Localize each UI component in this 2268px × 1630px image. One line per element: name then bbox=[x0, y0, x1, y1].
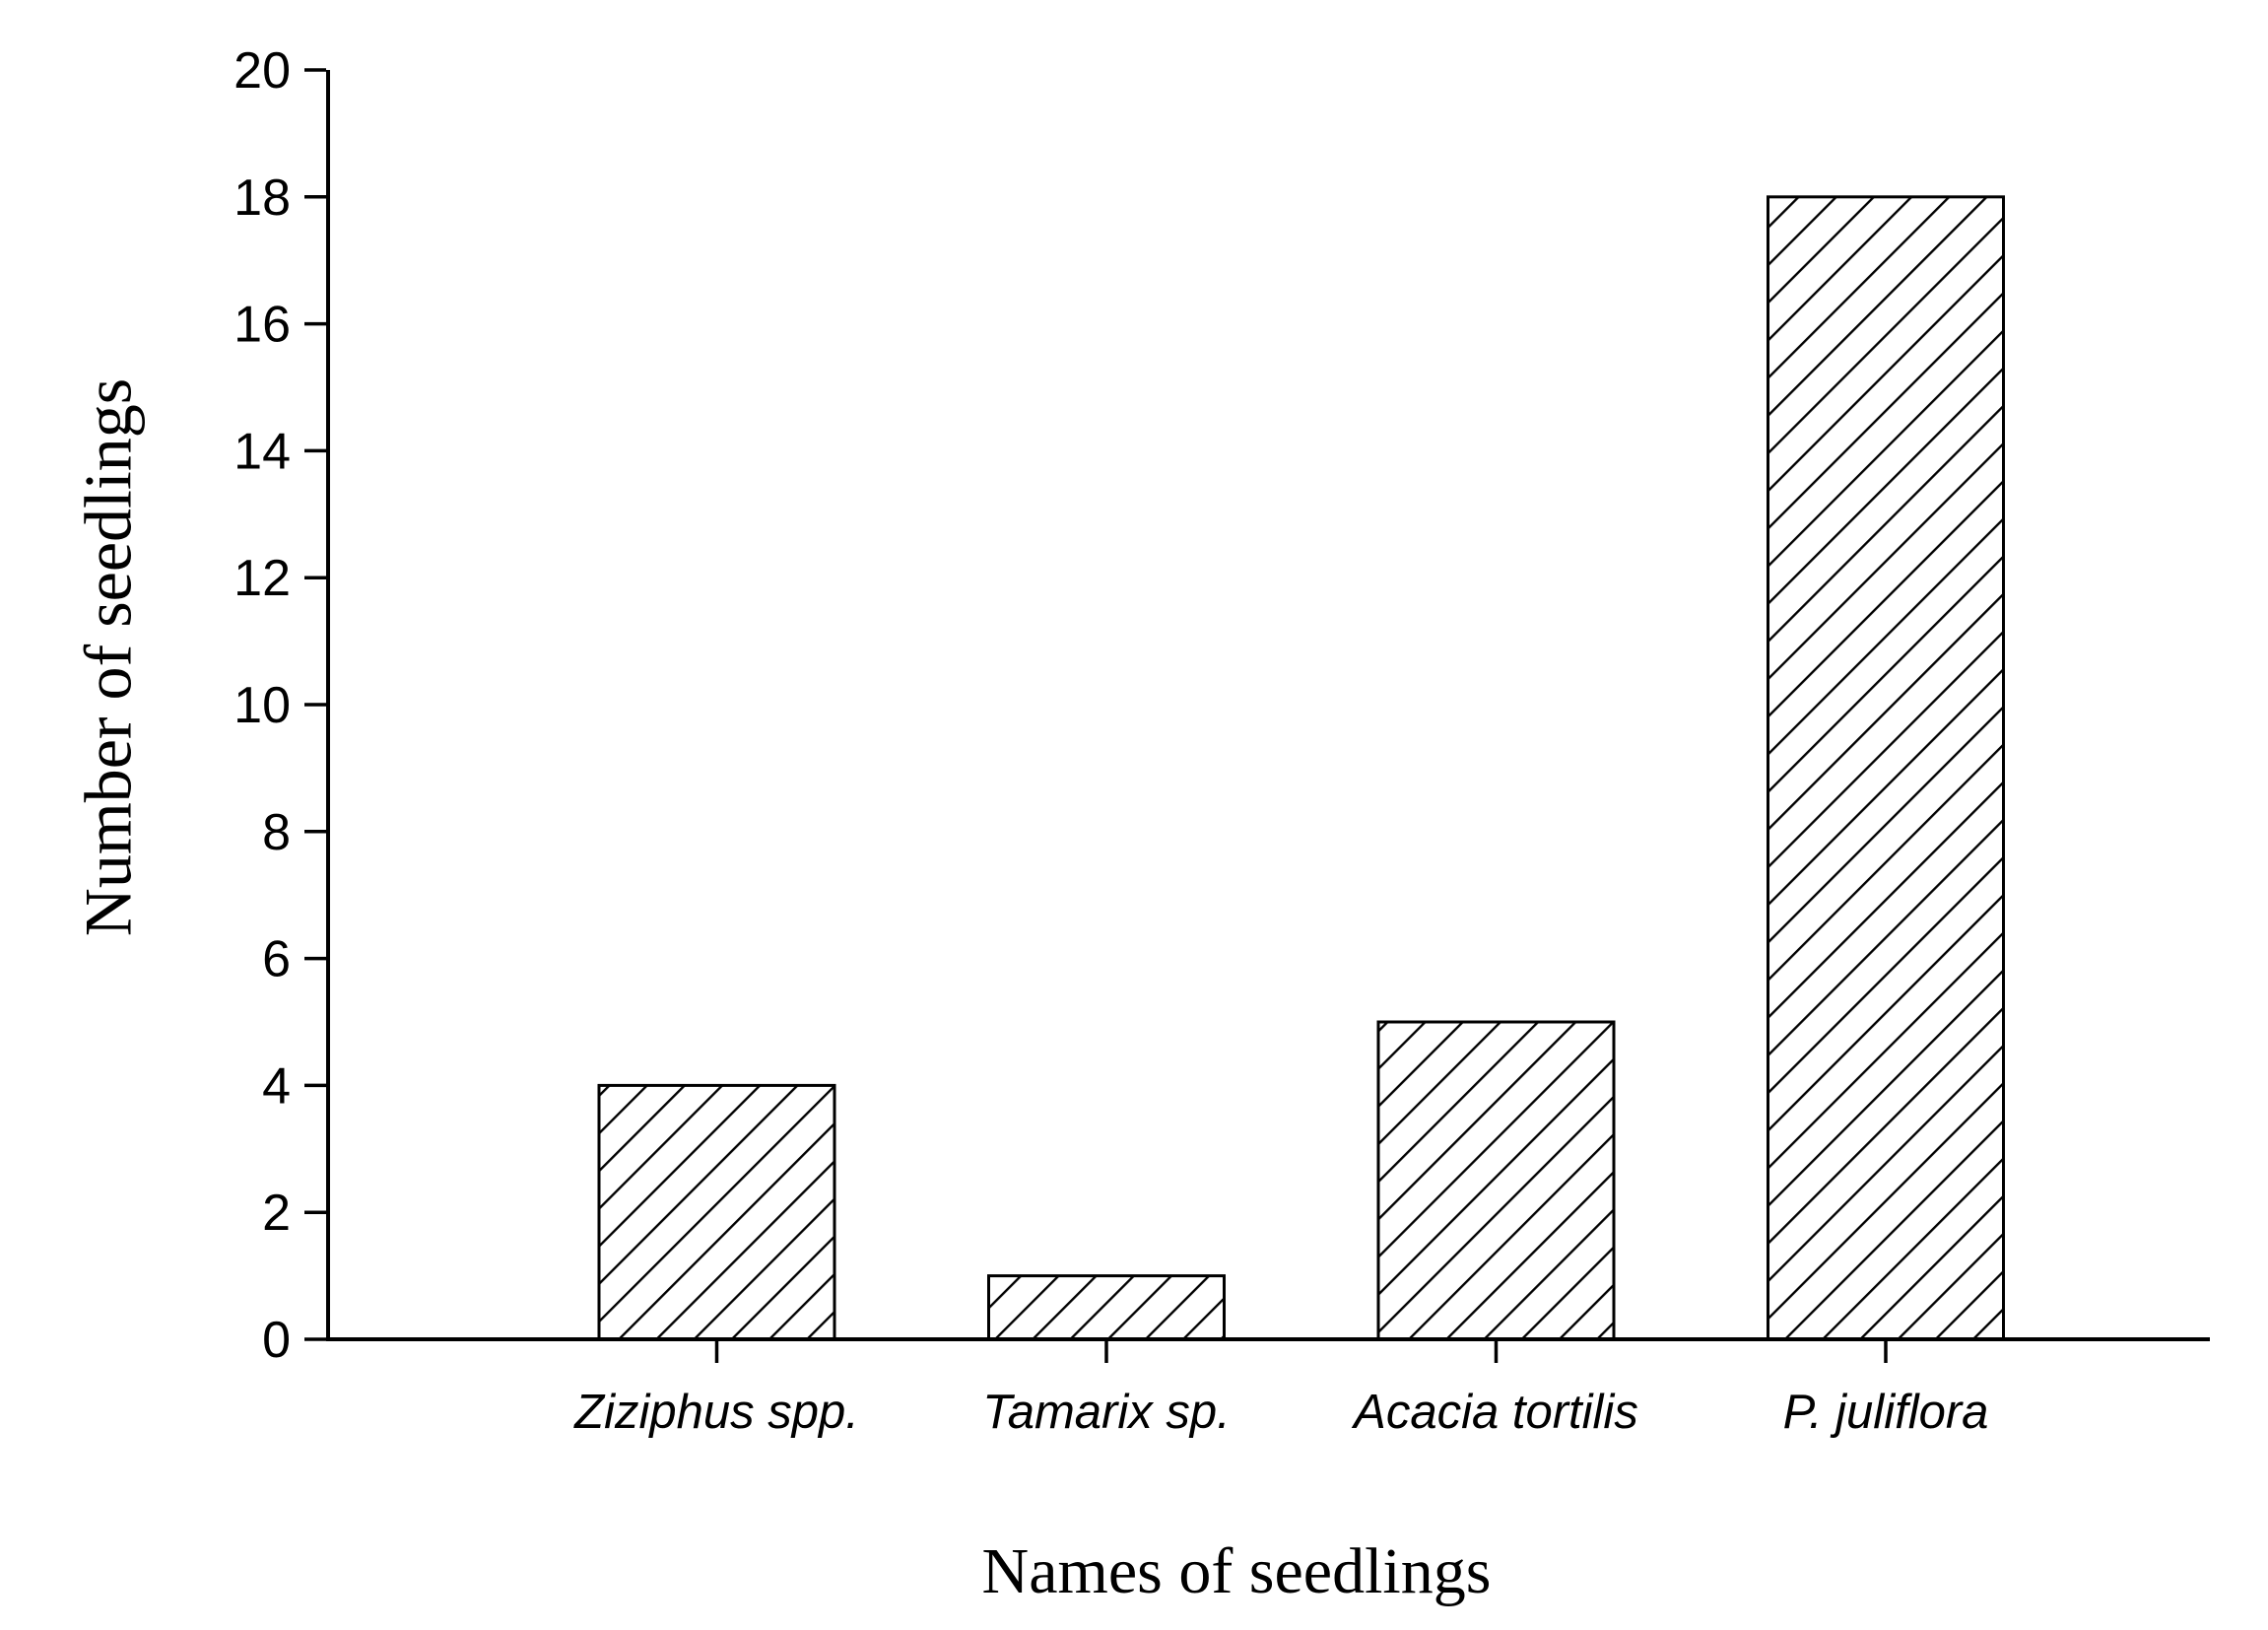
x-tick-label-ziziphus-spp: Ziziphus spp. bbox=[573, 1386, 859, 1439]
y-tick-label-6: 6 bbox=[262, 931, 291, 988]
y-tick-label-8: 8 bbox=[262, 804, 291, 861]
y-tick-label-16: 16 bbox=[233, 297, 291, 354]
y-tick-label-0: 0 bbox=[262, 1312, 291, 1369]
bar-hatch-acacia-tortilis bbox=[1378, 1022, 1614, 1339]
y-tick-label-2: 2 bbox=[262, 1185, 291, 1242]
y-tick-label-10: 10 bbox=[233, 677, 291, 734]
x-axis-title: Names of seedlings bbox=[981, 1535, 1492, 1607]
y-axis-title: Number of seedlings bbox=[70, 377, 146, 937]
bar-hatch-p-juliflora bbox=[1768, 196, 2004, 1339]
bar-hatch-tamarix-sp bbox=[988, 1275, 1225, 1339]
y-tick-label-4: 4 bbox=[262, 1057, 291, 1115]
x-tick-label-acacia-tortilis: Acacia tortilis bbox=[1351, 1386, 1638, 1439]
x-tick-label-p-juliflora: P. juliflora bbox=[1783, 1386, 1989, 1439]
y-tick-label-20: 20 bbox=[233, 42, 291, 100]
bar-hatch-ziziphus-spp bbox=[599, 1085, 834, 1339]
x-tick-label-tamarix-sp: Tamarix sp. bbox=[982, 1386, 1230, 1439]
y-tick-label-12: 12 bbox=[233, 550, 291, 607]
y-tick-label-18: 18 bbox=[233, 170, 291, 227]
y-tick-label-14: 14 bbox=[233, 423, 291, 480]
